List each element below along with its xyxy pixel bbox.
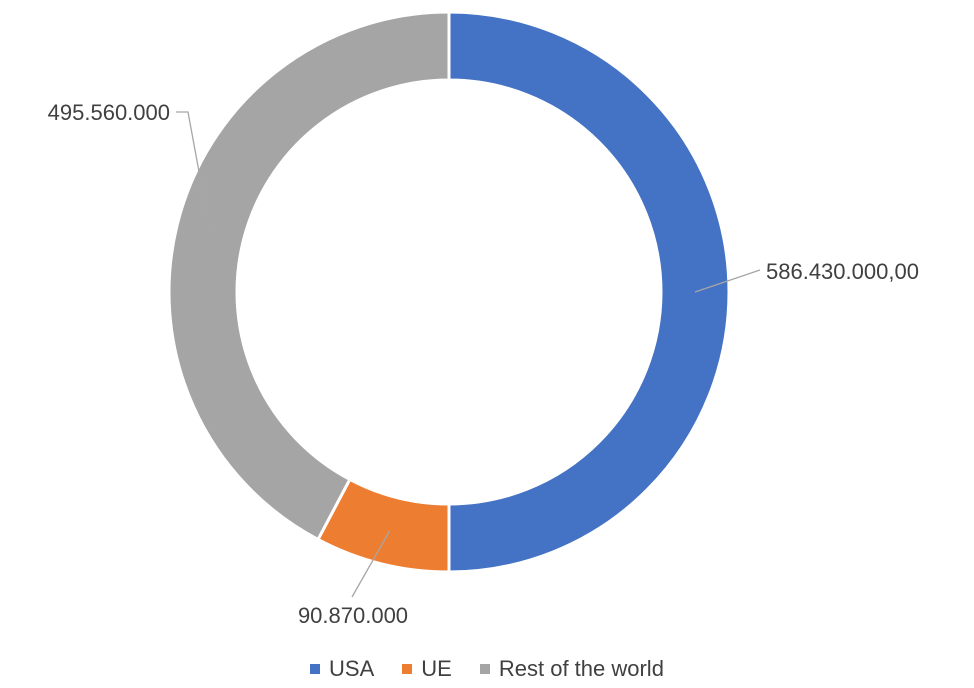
donut-chart: 586.430.000,00 90.870.000 495.560.000 (48, 10, 919, 628)
data-labels: 586.430.000,00 90.870.000 495.560.000 (48, 100, 919, 628)
slice-rest-of-the-world (167, 10, 451, 542)
legend-swatch-rest-of-the-world (479, 664, 490, 674)
legend-item-rest-of-the-world: Rest of the world (479, 656, 664, 682)
legend-swatch-usa (310, 664, 321, 674)
legend-item-ue: UE (402, 656, 452, 682)
leader-line-ue (351, 530, 391, 598)
legend-label-rest-of-the-world: Rest of the world (498, 656, 664, 681)
data-label-rest-of-the-world: 495.560.000 (48, 100, 170, 125)
legend-swatch-ue (402, 664, 413, 674)
leader-line-rest-of-the-world (176, 111, 211, 233)
slice-usa (447, 10, 731, 574)
donut-slices (167, 10, 731, 574)
legend-item-usa: USA (310, 656, 374, 682)
legend-label-usa: USA (329, 656, 375, 681)
data-label-ue: 90.870.000 (298, 603, 408, 628)
leader-lines (176, 111, 761, 598)
chart-legend: USA UE Rest of the world (0, 652, 974, 686)
data-label-usa: 586.430.000,00 (766, 259, 919, 284)
leader-line-usa (694, 269, 761, 293)
legend-label-ue: UE (421, 656, 452, 681)
